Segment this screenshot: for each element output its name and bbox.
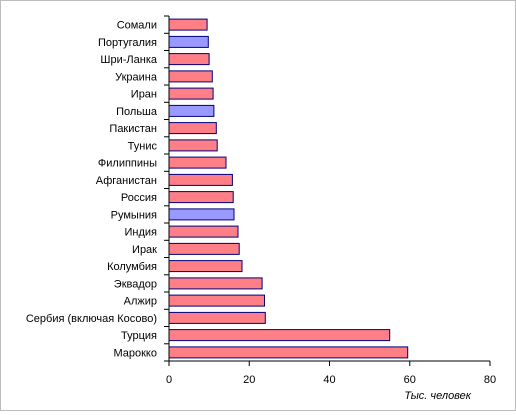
x-tick-label-4: 80 (484, 374, 496, 386)
bars-group (168, 18, 409, 359)
category-label-4: Иран (131, 89, 157, 101)
category-label-14: Колумбия (107, 261, 157, 273)
bar-14 (168, 260, 243, 273)
bar-8 (168, 156, 227, 169)
category-label-10: Россия (121, 192, 157, 204)
x-tick-label-1: 20 (243, 374, 255, 386)
category-label-7: Тунис (128, 140, 158, 152)
bar-2 (168, 53, 210, 66)
x-tick-label-0: 0 (166, 374, 172, 386)
x-axis-label: Тыс. человек (404, 390, 471, 402)
axes-group (164, 15, 491, 366)
category-label-16: Алжир (124, 296, 157, 308)
bar-13 (168, 242, 240, 255)
category-label-5: Польша (116, 106, 158, 118)
bar-7 (168, 139, 218, 152)
category-label-3: Украина (115, 71, 158, 83)
bar-9 (168, 173, 233, 186)
category-label-1: Португалия (98, 37, 157, 49)
bar-15 (168, 277, 263, 290)
bar-4 (168, 87, 214, 100)
category-label-11: Румыния (111, 209, 157, 221)
bar-10 (168, 191, 234, 204)
bar-17 (168, 311, 266, 324)
category-label-17: Сербия (включая Косово) (26, 313, 157, 325)
category-label-9: Афганистан (96, 175, 157, 187)
bar-12 (168, 225, 239, 238)
category-label-12: Индия (124, 227, 157, 239)
category-label-2: Шри-Ланка (100, 54, 157, 66)
category-label-15: Эквадор (114, 278, 157, 290)
category-label-19: Марокко (113, 347, 157, 359)
bar-11 (168, 208, 235, 221)
x-tick-label-3: 60 (404, 374, 416, 386)
x-tick-label-2: 40 (323, 374, 335, 386)
x-tick-labels: 0 20 40 60 80 (166, 374, 496, 386)
bar-18 (168, 329, 391, 342)
bar-0 (168, 18, 208, 31)
category-labels: Сомали Португалия Шри-Ланка Украина Иран Поль… (26, 20, 158, 360)
bar-19 (168, 346, 409, 359)
bar-5 (168, 104, 215, 117)
bar-1 (168, 35, 209, 48)
bar-6 (168, 122, 217, 135)
category-label-18: Турция (121, 330, 157, 342)
category-label-0: Сомали (117, 20, 157, 32)
bar-16 (168, 294, 265, 307)
category-label-6: Пакистан (109, 123, 157, 135)
bar-3 (168, 70, 213, 83)
category-label-8: Филиппины (98, 158, 157, 170)
category-label-13: Ирак (132, 244, 157, 256)
